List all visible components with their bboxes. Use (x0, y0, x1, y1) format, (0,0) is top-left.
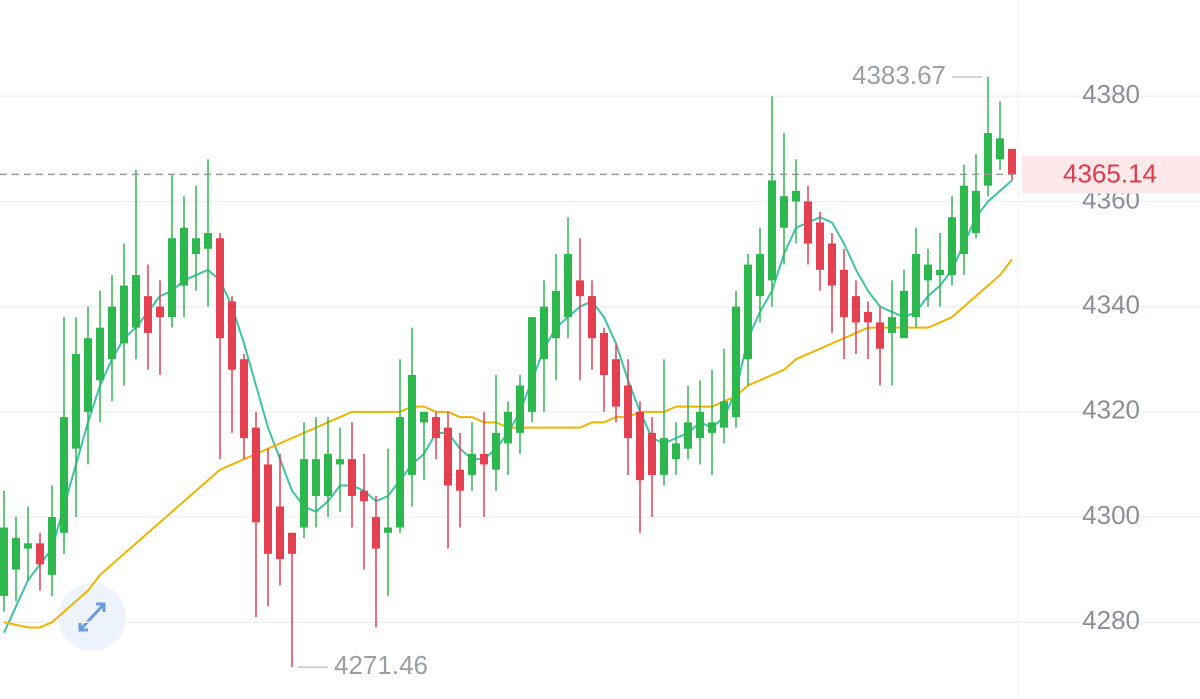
y-tick-label: 4340 (1082, 290, 1140, 320)
candle-body (144, 296, 152, 333)
candle-body (564, 254, 572, 318)
candle-body (204, 233, 212, 249)
candle-body (636, 411, 644, 481)
candle-body (108, 306, 116, 360)
candle-body (120, 285, 128, 344)
y-tick-label: 4280 (1082, 605, 1140, 635)
candle-body (900, 290, 908, 339)
y-tick-label: 4300 (1082, 500, 1140, 530)
candle-body (252, 427, 260, 523)
candle-body (864, 311, 872, 323)
candle-body (0, 527, 8, 596)
candle-body (708, 422, 716, 433)
candle-body (180, 227, 188, 286)
candle-body (768, 180, 776, 281)
candle-body (588, 296, 596, 339)
candle-body (972, 190, 980, 233)
candle-body (912, 254, 920, 318)
candle-body (240, 359, 248, 439)
min-label: 4271.46 (334, 650, 428, 680)
candle-body (612, 359, 620, 407)
candle-body (156, 306, 164, 318)
candle-body (372, 517, 380, 549)
candle-body (360, 490, 368, 502)
candle-body (696, 411, 704, 439)
candle-body (960, 185, 968, 255)
candle-body (288, 532, 296, 554)
candle-body (480, 453, 488, 465)
candle-body (804, 201, 812, 244)
candle-body (468, 453, 476, 475)
expand-icon (78, 602, 106, 632)
candle-body (216, 238, 224, 339)
last-price-box (1022, 155, 1200, 194)
candle-body (936, 269, 944, 276)
candle-body (96, 327, 104, 381)
candle-body (1008, 148, 1016, 175)
candle-body (132, 275, 140, 328)
candle-body (312, 459, 320, 496)
candle-body (840, 269, 848, 318)
candle-body (12, 538, 20, 570)
candle-body (744, 264, 752, 360)
candle-body (276, 506, 284, 560)
candle-body (420, 411, 428, 423)
candle-body (168, 238, 176, 318)
candle-body (996, 138, 1004, 160)
y-tick-label: 4380 (1082, 79, 1140, 109)
candle-body (72, 353, 80, 449)
candle-body (948, 217, 956, 276)
last-price-label: 4365.14 (1063, 158, 1157, 188)
candle-body (816, 222, 824, 270)
candle-body (228, 301, 236, 370)
candle-body (756, 254, 764, 297)
candle-body (336, 459, 344, 465)
candle-body (528, 317, 536, 412)
candle-body (600, 332, 608, 376)
candle-body (648, 432, 656, 475)
candle-body (432, 417, 440, 439)
candle-body (300, 459, 308, 528)
candle-body (540, 306, 548, 360)
candle-body (48, 517, 56, 575)
candle-body (444, 427, 452, 486)
candle-body (192, 238, 200, 255)
candle-body (552, 290, 560, 339)
candle-body (60, 417, 68, 533)
candle-body (780, 196, 788, 228)
candle-body (264, 464, 272, 554)
candle-body (852, 296, 860, 323)
candle-body (924, 264, 932, 281)
candle-body (672, 443, 680, 460)
candle-body (492, 432, 500, 470)
max-label: 4383.67 (852, 60, 946, 90)
y-tick-label: 4320 (1082, 395, 1140, 425)
candle-body (576, 280, 584, 297)
candle-body (348, 459, 356, 496)
candle-body (396, 417, 404, 528)
candle-body (828, 243, 836, 286)
candle-body (504, 411, 512, 444)
candle-body (984, 133, 992, 186)
candle-body (36, 543, 44, 565)
candle-body (84, 338, 92, 412)
candle-body (792, 190, 800, 202)
candle-body (324, 453, 332, 496)
candle-body (408, 375, 416, 475)
candle-body (888, 317, 896, 333)
candle-body (516, 385, 524, 433)
candle-body (684, 422, 692, 449)
candle-body (456, 469, 464, 491)
candle-body (624, 385, 632, 439)
candle-body (24, 543, 32, 549)
candle-body (732, 306, 740, 418)
candle-body (720, 401, 728, 428)
candle-body (876, 322, 884, 349)
candle-body (660, 438, 668, 475)
candle-body (384, 527, 392, 533)
